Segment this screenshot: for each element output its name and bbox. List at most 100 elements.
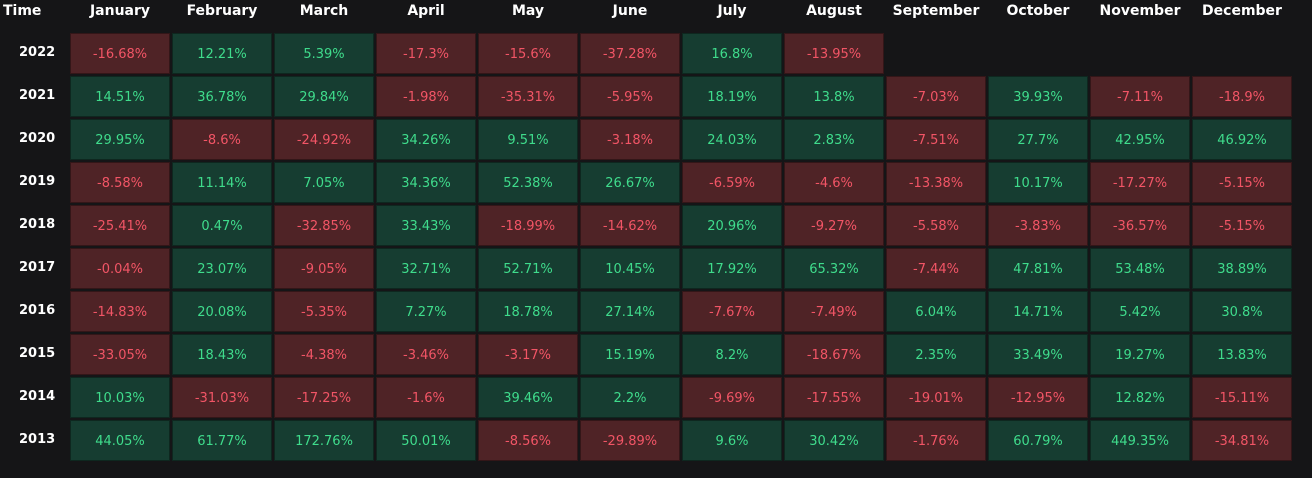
heatmap-cell-2017-june: 10.45% <box>580 248 680 289</box>
year-label-2016: 2016 <box>19 303 56 318</box>
month-header-may: May <box>511 3 545 19</box>
heatmap-cell-2018-august: -9.27% <box>784 205 884 246</box>
heatmap-cell-2021-december: -18.9% <box>1192 76 1292 117</box>
heatmap-cell-2021-november: -7.11% <box>1090 76 1190 117</box>
heatmap-cell-2017-december: 38.89% <box>1192 248 1292 289</box>
heatmap-cell-2017-september: -7.44% <box>886 248 986 289</box>
heatmap-cell-2015-august: -18.67% <box>784 334 884 375</box>
heatmap-cell-2013-march: 172.76% <box>274 420 374 461</box>
heatmap-cell-2018-july: 20.96% <box>682 205 782 246</box>
heatmap-cell-2016-november: 5.42% <box>1090 291 1190 332</box>
heatmap-cell-2016-january: -14.83% <box>70 291 170 332</box>
year-label-2014: 2014 <box>19 389 56 404</box>
heatmap-cell-2018-december: -5.15% <box>1192 205 1292 246</box>
heatmap-cell-2021-january: 14.51% <box>70 76 170 117</box>
heatmap-cell-2016-july: -7.67% <box>682 291 782 332</box>
heatmap-cell-2013-january: 44.05% <box>70 420 170 461</box>
heatmap-cell-2014-april: -1.6% <box>376 377 476 418</box>
heatmap-cell-2020-january: 29.95% <box>70 119 170 160</box>
heatmap-cell-2020-september: -7.51% <box>886 119 986 160</box>
heatmap-cell-2017-october: 47.81% <box>988 248 1088 289</box>
heatmap-cell-2016-august: -7.49% <box>784 291 884 332</box>
heatmap-cell-2022-july: 16.8% <box>682 33 782 74</box>
month-header-october: October <box>1006 3 1070 19</box>
heatmap-cell-2022-august: -13.95% <box>784 33 884 74</box>
year-label-2022: 2022 <box>19 45 56 60</box>
month-header-march: March <box>299 3 349 19</box>
heatmap-cell-2016-september: 6.04% <box>886 291 986 332</box>
heatmap-cell-2015-december: 13.83% <box>1192 334 1292 375</box>
heatmap-cell-2021-october: 39.93% <box>988 76 1088 117</box>
heatmap-cell-2014-august: -17.55% <box>784 377 884 418</box>
heatmap-cell-2017-february: 23.07% <box>172 248 272 289</box>
heatmap-cell-2020-april: 34.26% <box>376 119 476 160</box>
heatmap-cell-2016-december: 30.8% <box>1192 291 1292 332</box>
heatmap-cell-2020-november: 42.95% <box>1090 119 1190 160</box>
heatmap-cell-2018-april: 33.43% <box>376 205 476 246</box>
heatmap-cell-2016-february: 20.08% <box>172 291 272 332</box>
heatmap-cell-2014-december: -15.11% <box>1192 377 1292 418</box>
year-label-2015: 2015 <box>19 346 56 361</box>
heatmap-cell-2015-april: -3.46% <box>376 334 476 375</box>
month-header-december: December <box>1202 3 1282 19</box>
year-label-2021: 2021 <box>19 88 56 103</box>
heatmap-cell-2019-october: 10.17% <box>988 162 1088 203</box>
heatmap-cell-2013-february: 61.77% <box>172 420 272 461</box>
heatmap-cell-2022-may: -15.6% <box>478 33 578 74</box>
heatmap-cell-2018-january: -25.41% <box>70 205 170 246</box>
heatmap-cell-2013-april: 50.01% <box>376 420 476 461</box>
heatmap-cell-2018-may: -18.99% <box>478 205 578 246</box>
heatmap-cell-2013-may: -8.56% <box>478 420 578 461</box>
heatmap-cell-2021-july: 18.19% <box>682 76 782 117</box>
heatmap-cell-2016-may: 18.78% <box>478 291 578 332</box>
heatmap-cell-2015-september: 2.35% <box>886 334 986 375</box>
heatmap-cell-2014-january: 10.03% <box>70 377 170 418</box>
heatmap-cell-2015-june: 15.19% <box>580 334 680 375</box>
heatmap-cell-2019-june: 26.67% <box>580 162 680 203</box>
year-label-2019: 2019 <box>19 174 56 189</box>
heatmap-cell-2013-august: 30.42% <box>784 420 884 461</box>
heatmap-cell-2013-july: 9.6% <box>682 420 782 461</box>
heatmap-cell-2018-october: -3.83% <box>988 205 1088 246</box>
heatmap-cell-2020-december: 46.92% <box>1192 119 1292 160</box>
heatmap-cell-2022-june: -37.28% <box>580 33 680 74</box>
heatmap-cell-2021-june: -5.95% <box>580 76 680 117</box>
heatmap-cell-2014-may: 39.46% <box>478 377 578 418</box>
heatmap-cell-2019-august: -4.6% <box>784 162 884 203</box>
month-header-november: November <box>1099 3 1181 19</box>
heatmap-cell-2015-october: 33.49% <box>988 334 1088 375</box>
heatmap-cell-2022-february: 12.21% <box>172 33 272 74</box>
heatmap-cell-2017-august: 65.32% <box>784 248 884 289</box>
heatmap-cell-2018-june: -14.62% <box>580 205 680 246</box>
heatmap-cell-2014-february: -31.03% <box>172 377 272 418</box>
heatmap-cell-2013-september: -1.76% <box>886 420 986 461</box>
heatmap-cell-2013-december: -34.81% <box>1192 420 1292 461</box>
heatmap-cell-2019-july: -6.59% <box>682 162 782 203</box>
heatmap-cell-2017-january: -0.04% <box>70 248 170 289</box>
heatmap-cell-2022-april: -17.3% <box>376 33 476 74</box>
heatmap-cell-2020-august: 2.83% <box>784 119 884 160</box>
heatmap-cell-2017-november: 53.48% <box>1090 248 1190 289</box>
heatmap-cell-2014-october: -12.95% <box>988 377 1088 418</box>
heatmap-cell-2019-may: 52.38% <box>478 162 578 203</box>
heatmap-cell-2021-march: 29.84% <box>274 76 374 117</box>
heatmap-cell-2017-april: 32.71% <box>376 248 476 289</box>
heatmap-cell-2021-may: -35.31% <box>478 76 578 117</box>
heatmap-cell-2022-march: 5.39% <box>274 33 374 74</box>
heatmap-cell-2018-november: -36.57% <box>1090 205 1190 246</box>
month-header-january: January <box>89 3 151 19</box>
heatmap-cell-2020-february: -8.6% <box>172 119 272 160</box>
month-header-august: August <box>806 3 862 19</box>
month-header-july: July <box>717 3 747 19</box>
heatmap-cell-2015-may: -3.17% <box>478 334 578 375</box>
heatmap-cell-2016-october: 14.71% <box>988 291 1088 332</box>
heatmap-cell-2020-july: 24.03% <box>682 119 782 160</box>
heatmap-cell-2018-march: -32.85% <box>274 205 374 246</box>
heatmap-cell-2017-may: 52.71% <box>478 248 578 289</box>
heatmap-cell-2015-february: 18.43% <box>172 334 272 375</box>
heatmap-cell-2019-january: -8.58% <box>70 162 170 203</box>
heatmap-cell-2013-june: -29.89% <box>580 420 680 461</box>
heatmap-cell-2015-january: -33.05% <box>70 334 170 375</box>
heatmap-cell-2021-february: 36.78% <box>172 76 272 117</box>
